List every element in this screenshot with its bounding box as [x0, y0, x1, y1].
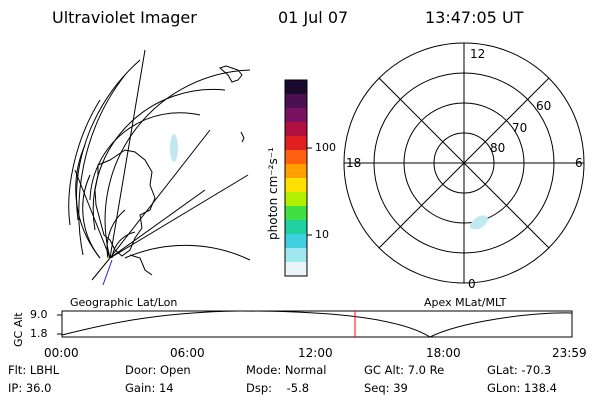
colorbar-band	[285, 220, 307, 235]
timeline-xtick-0000: 00:00	[44, 346, 79, 360]
footer-gain: Gain: 14	[125, 381, 174, 395]
colorbar-tick-label-10: 10	[315, 228, 329, 241]
geo-meridian-2	[109, 174, 249, 259]
coastline-africa	[219, 65, 243, 83]
aurora-blob-polar	[470, 215, 488, 230]
footer-glat: GLat: -70.3	[487, 363, 552, 377]
footer-seq: Seq: 39	[364, 381, 408, 395]
geo-grid-arc-2	[92, 88, 226, 231]
timeline-ytick-9: 9.0	[30, 308, 48, 321]
footer-mode: Mode: Normal	[246, 363, 327, 377]
colorbar-band	[285, 192, 307, 207]
colorbar-band	[285, 150, 307, 165]
coastline-antarctica	[94, 149, 156, 257]
colorbar-band	[285, 94, 307, 109]
geo-meridian-5	[91, 257, 111, 281]
geo-meridian-6	[109, 189, 206, 259]
geo-limb-3	[68, 99, 101, 226]
mlt-label-0: 0	[468, 277, 476, 291]
colorbar-band	[285, 248, 307, 263]
polar-grid	[343, 42, 585, 284]
colorbar	[285, 80, 307, 277]
left-panel-label: Geographic Lat/Lon	[70, 296, 178, 309]
timeline-xtick-2359: 23:59	[552, 346, 587, 360]
geo-limb-2	[78, 74, 126, 256]
timeline-xtick-0600: 06:00	[170, 346, 205, 360]
geo-grid-arc-3	[89, 112, 201, 201]
colorbar-band	[285, 122, 307, 137]
mlat-label-60: 60	[536, 99, 552, 113]
colorbar-band	[285, 108, 307, 123]
geo-grid-arc-1	[104, 69, 251, 259]
mlat-label-70: 70	[512, 121, 528, 135]
timeline-ylabel: GC Alt	[12, 312, 25, 347]
time-label: 13:47:05 UT	[425, 8, 524, 27]
colorbar-frame	[284, 79, 308, 277]
geo-limb-1	[76, 59, 141, 221]
footer-door: Door: Open	[125, 363, 191, 377]
geo-grid-arc-5	[82, 174, 101, 259]
colorbar-label: photon cm⁻²s⁻¹	[266, 147, 280, 240]
app-title: Ultraviolet Imager	[52, 8, 197, 27]
footer-gc-alt: GC Alt: 7.0 Re	[364, 363, 445, 377]
timeline-ytick-1-8: 1.8	[30, 327, 48, 340]
footer-dsp: Dsp: -5.8	[246, 381, 310, 395]
colorbar-tick-label-100: 100	[315, 141, 336, 154]
colorbar-band	[285, 178, 307, 193]
footer-filter: Flt: LBHL	[8, 363, 60, 377]
mlt-label-6: 6	[575, 156, 583, 170]
footer-glon: GLon: 138.4	[487, 381, 557, 395]
colorbar-band	[285, 136, 307, 151]
timeline-xtick-1800: 18:00	[426, 346, 461, 360]
timeline-plot	[57, 310, 573, 338]
geo-grid-arc-8	[124, 244, 251, 261]
colorbar-band	[285, 234, 307, 249]
mlat-label-80: 80	[490, 141, 506, 155]
coastline-sa	[129, 254, 153, 276]
colorbar-band	[285, 164, 307, 179]
date-label: 01 Jul 07	[278, 8, 349, 27]
geo-north-line	[102, 259, 113, 286]
aurora-blob-geo	[170, 134, 178, 162]
colorbar-band	[285, 80, 307, 95]
footer-ip: IP: 36.0	[8, 381, 52, 395]
geographic-map	[68, 49, 251, 286]
mlt-label-18: 18	[346, 156, 362, 170]
coastline-island	[240, 131, 245, 143]
geo-grid-arc-6	[106, 209, 126, 259]
right-panel-label: Apex MLat/MLT	[424, 296, 507, 309]
mlt-label-12: 12	[470, 47, 486, 61]
timeline-xtick-1200: 12:00	[298, 346, 333, 360]
altitude-curve	[61, 310, 573, 338]
colorbar-band	[285, 206, 307, 221]
colorbar-band	[285, 262, 307, 277]
geo-meridian-1	[109, 49, 146, 259]
geo-meridian-3	[109, 129, 211, 259]
